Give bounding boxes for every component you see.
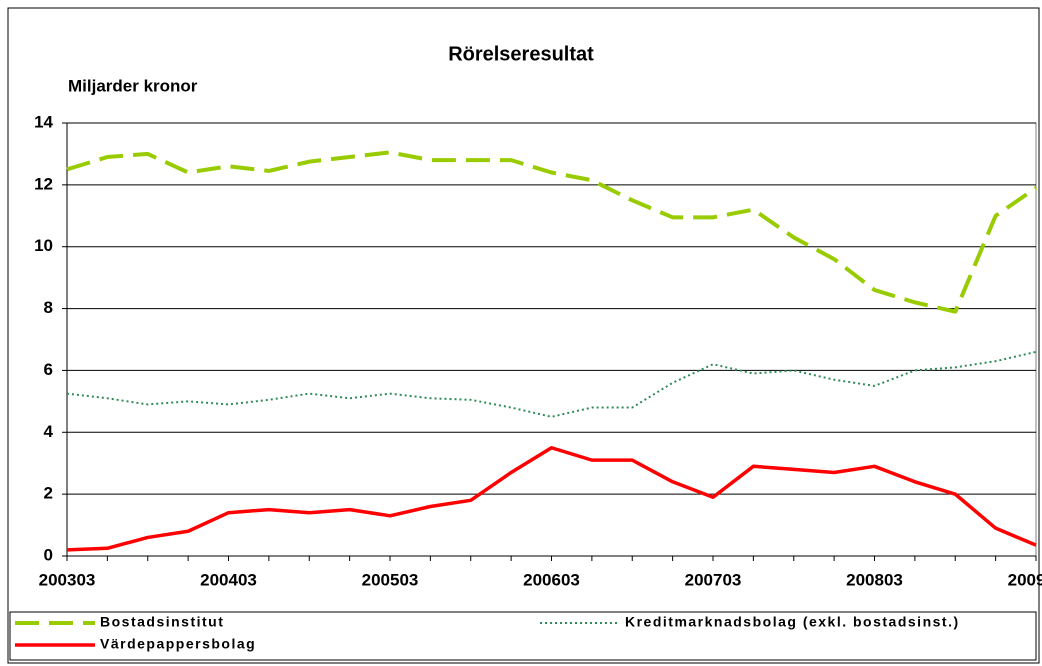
y-tick-label: 12 bbox=[34, 174, 53, 193]
series-line bbox=[66, 446, 1037, 552]
x-tick-label: 200803 bbox=[846, 570, 903, 589]
x-tick-label: 200303 bbox=[39, 570, 96, 589]
y-tick-label: 2 bbox=[44, 484, 53, 503]
legend-label: Kreditmarknadsbolag (exkl. bostadsinst.) bbox=[625, 614, 960, 630]
y-tick-label: 10 bbox=[34, 236, 53, 255]
x-tick-label: 200503 bbox=[362, 570, 419, 589]
x-tick-label: 200403 bbox=[200, 570, 257, 589]
x-tick-label: 200603 bbox=[523, 570, 580, 589]
y-tick-label: 8 bbox=[44, 298, 53, 317]
legend-label: Värdepappersbolag bbox=[100, 636, 256, 652]
series-line bbox=[66, 150, 1038, 314]
plot-area bbox=[66, 122, 1037, 557]
y-tick-label: 4 bbox=[44, 422, 54, 441]
y-axis-label: Miljarder kronor bbox=[68, 76, 198, 95]
series-line bbox=[66, 350, 1037, 418]
y-tick-label: 0 bbox=[44, 545, 53, 564]
x-tick-label: 200903 bbox=[1008, 570, 1042, 589]
legend-label: Bostadsinstitut bbox=[100, 614, 224, 630]
chart-title: Rörelseresultat bbox=[448, 43, 594, 65]
legend-box bbox=[9, 611, 1037, 661]
y-tick-label: 6 bbox=[44, 360, 53, 379]
y-tick-label: 14 bbox=[34, 112, 53, 131]
x-tick-label: 200703 bbox=[685, 570, 742, 589]
